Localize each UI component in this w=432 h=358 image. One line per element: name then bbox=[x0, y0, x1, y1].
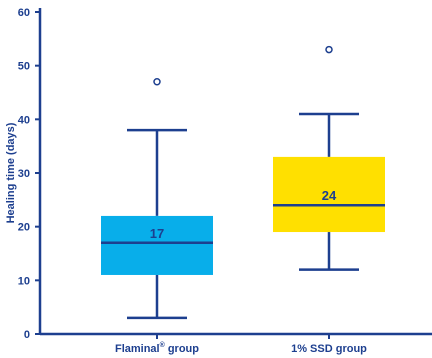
median-label: 24 bbox=[322, 188, 337, 203]
box-iqr bbox=[101, 215, 213, 275]
x-category-label: 1% SSD group bbox=[291, 343, 367, 355]
box-group: 17 bbox=[101, 78, 213, 320]
axes: 0 10 20 30 40 50 60 Flaminal® group 1% SSD group bbox=[18, 7, 432, 355]
box-iqr bbox=[273, 156, 385, 233]
y-tick-label: 60 bbox=[18, 7, 30, 19]
outlier-point bbox=[153, 78, 161, 86]
x-category-label: Flaminal® group bbox=[115, 341, 199, 355]
y-tick-label: 10 bbox=[18, 275, 30, 287]
y-tick-label: 20 bbox=[18, 222, 30, 234]
y-tick-label: 30 bbox=[18, 168, 30, 180]
y-tick-label: 0 bbox=[24, 329, 30, 341]
y-tick-label: 50 bbox=[18, 61, 30, 73]
y-axis-title: Healing time (days) bbox=[5, 122, 17, 223]
y-tick-label: 40 bbox=[18, 114, 30, 126]
median-label: 17 bbox=[150, 226, 164, 241]
outlier-point bbox=[325, 45, 333, 54]
box-group: 24 bbox=[273, 45, 385, 271]
